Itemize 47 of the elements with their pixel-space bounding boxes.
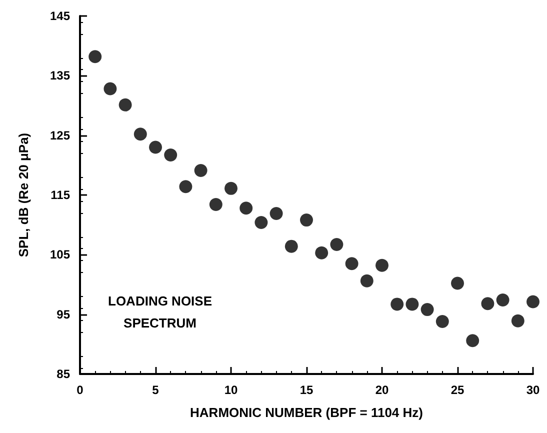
x-axis-title: HARMONIC NUMBER (BPF = 1104 Hz) — [190, 405, 423, 420]
point — [390, 298, 404, 311]
x-tick-label: 0 — [76, 383, 84, 397]
point — [164, 148, 178, 162]
x-tick-label: 20 — [375, 383, 389, 397]
x-tick-label: 15 — [300, 383, 314, 397]
y-tick-label: 95 — [56, 307, 70, 322]
x-tick-label: 10 — [224, 383, 238, 397]
point — [451, 276, 464, 290]
point — [345, 257, 358, 270]
point — [134, 128, 147, 141]
y-axis-title: SPL, dB (Re 20 μPa) — [16, 132, 31, 258]
point — [406, 298, 419, 311]
point — [284, 240, 298, 253]
y-tick-label: 145 — [50, 9, 70, 23]
point — [104, 82, 117, 96]
point — [118, 98, 132, 112]
x-tick-label: 5 — [152, 383, 160, 397]
point — [240, 202, 253, 215]
point — [330, 238, 344, 252]
point — [360, 274, 374, 288]
point — [224, 182, 238, 195]
point — [209, 198, 222, 212]
point — [526, 295, 540, 308]
annotation: LOADING NOISE SPECTRUM — [108, 294, 212, 330]
x-tick-label: 30 — [526, 383, 540, 397]
point — [436, 314, 449, 328]
y-tick-label: 115 — [50, 188, 70, 202]
point — [270, 207, 283, 220]
y-tick-label: 105 — [50, 248, 70, 262]
point — [254, 216, 268, 229]
point — [481, 297, 494, 310]
point — [496, 294, 510, 307]
point — [466, 334, 480, 348]
point — [88, 50, 102, 64]
point — [300, 214, 313, 227]
y-tick-label: 135 — [50, 68, 70, 83]
point — [149, 140, 162, 154]
point — [179, 180, 192, 194]
point — [194, 164, 208, 178]
point — [511, 314, 524, 328]
y-tick-label: 125 — [50, 128, 70, 142]
point — [376, 258, 388, 272]
point — [420, 303, 434, 316]
point — [315, 246, 328, 260]
y-tick-label: 85 — [56, 367, 70, 381]
x-tick-label: 25 — [450, 383, 464, 397]
